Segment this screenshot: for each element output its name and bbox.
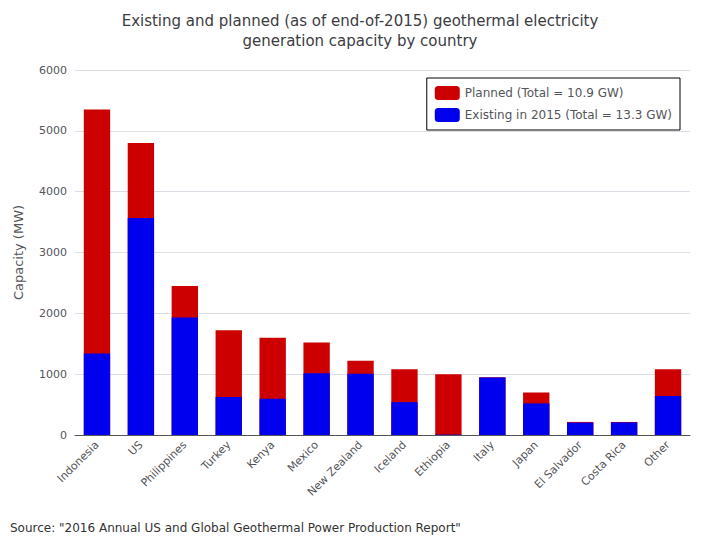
svg-text:generation capacity by country: generation capacity by country	[243, 32, 478, 50]
svg-text:Turkey: Turkey	[198, 438, 234, 474]
svg-text:4000: 4000	[39, 185, 67, 198]
svg-text:Indonesia: Indonesia	[55, 438, 102, 485]
svg-text:3000: 3000	[39, 246, 67, 259]
svg-text:Philippines: Philippines	[138, 438, 189, 489]
svg-text:Costa Rica: Costa Rica	[578, 438, 628, 488]
svg-text:Italy: Italy	[471, 438, 497, 464]
svg-text:1000: 1000	[39, 368, 67, 381]
svg-text:Ethiopia: Ethiopia	[412, 438, 453, 479]
svg-text:Other: Other	[641, 438, 673, 470]
svg-text:Mexico: Mexico	[285, 438, 322, 475]
svg-text:6000: 6000	[39, 64, 67, 77]
svg-text:Source: "2016 Annual US and Gl: Source: "2016 Annual US and Global Geoth…	[10, 521, 461, 535]
svg-text:Kenya: Kenya	[244, 438, 277, 471]
svg-text:New Zealand: New Zealand	[305, 438, 365, 498]
svg-text:0: 0	[60, 429, 67, 442]
svg-text:Existing in 2015 (Total = 13.3: Existing in 2015 (Total = 13.3 GW)	[465, 108, 672, 122]
svg-text:5000: 5000	[39, 124, 67, 137]
svg-text:2000: 2000	[39, 307, 67, 320]
svg-text:Japan: Japan	[509, 438, 541, 470]
svg-text:El Salvador: El Salvador	[532, 438, 585, 491]
svg-text:Iceland: Iceland	[372, 438, 409, 475]
svg-text:Planned (Total = 10.9 GW): Planned (Total = 10.9 GW)	[465, 86, 624, 100]
svg-text:Existing and planned (as of en: Existing and planned (as of end-of-2015)…	[122, 12, 599, 30]
svg-text:US: US	[126, 438, 146, 458]
svg-text:Capacity (MW): Capacity (MW)	[11, 205, 26, 300]
